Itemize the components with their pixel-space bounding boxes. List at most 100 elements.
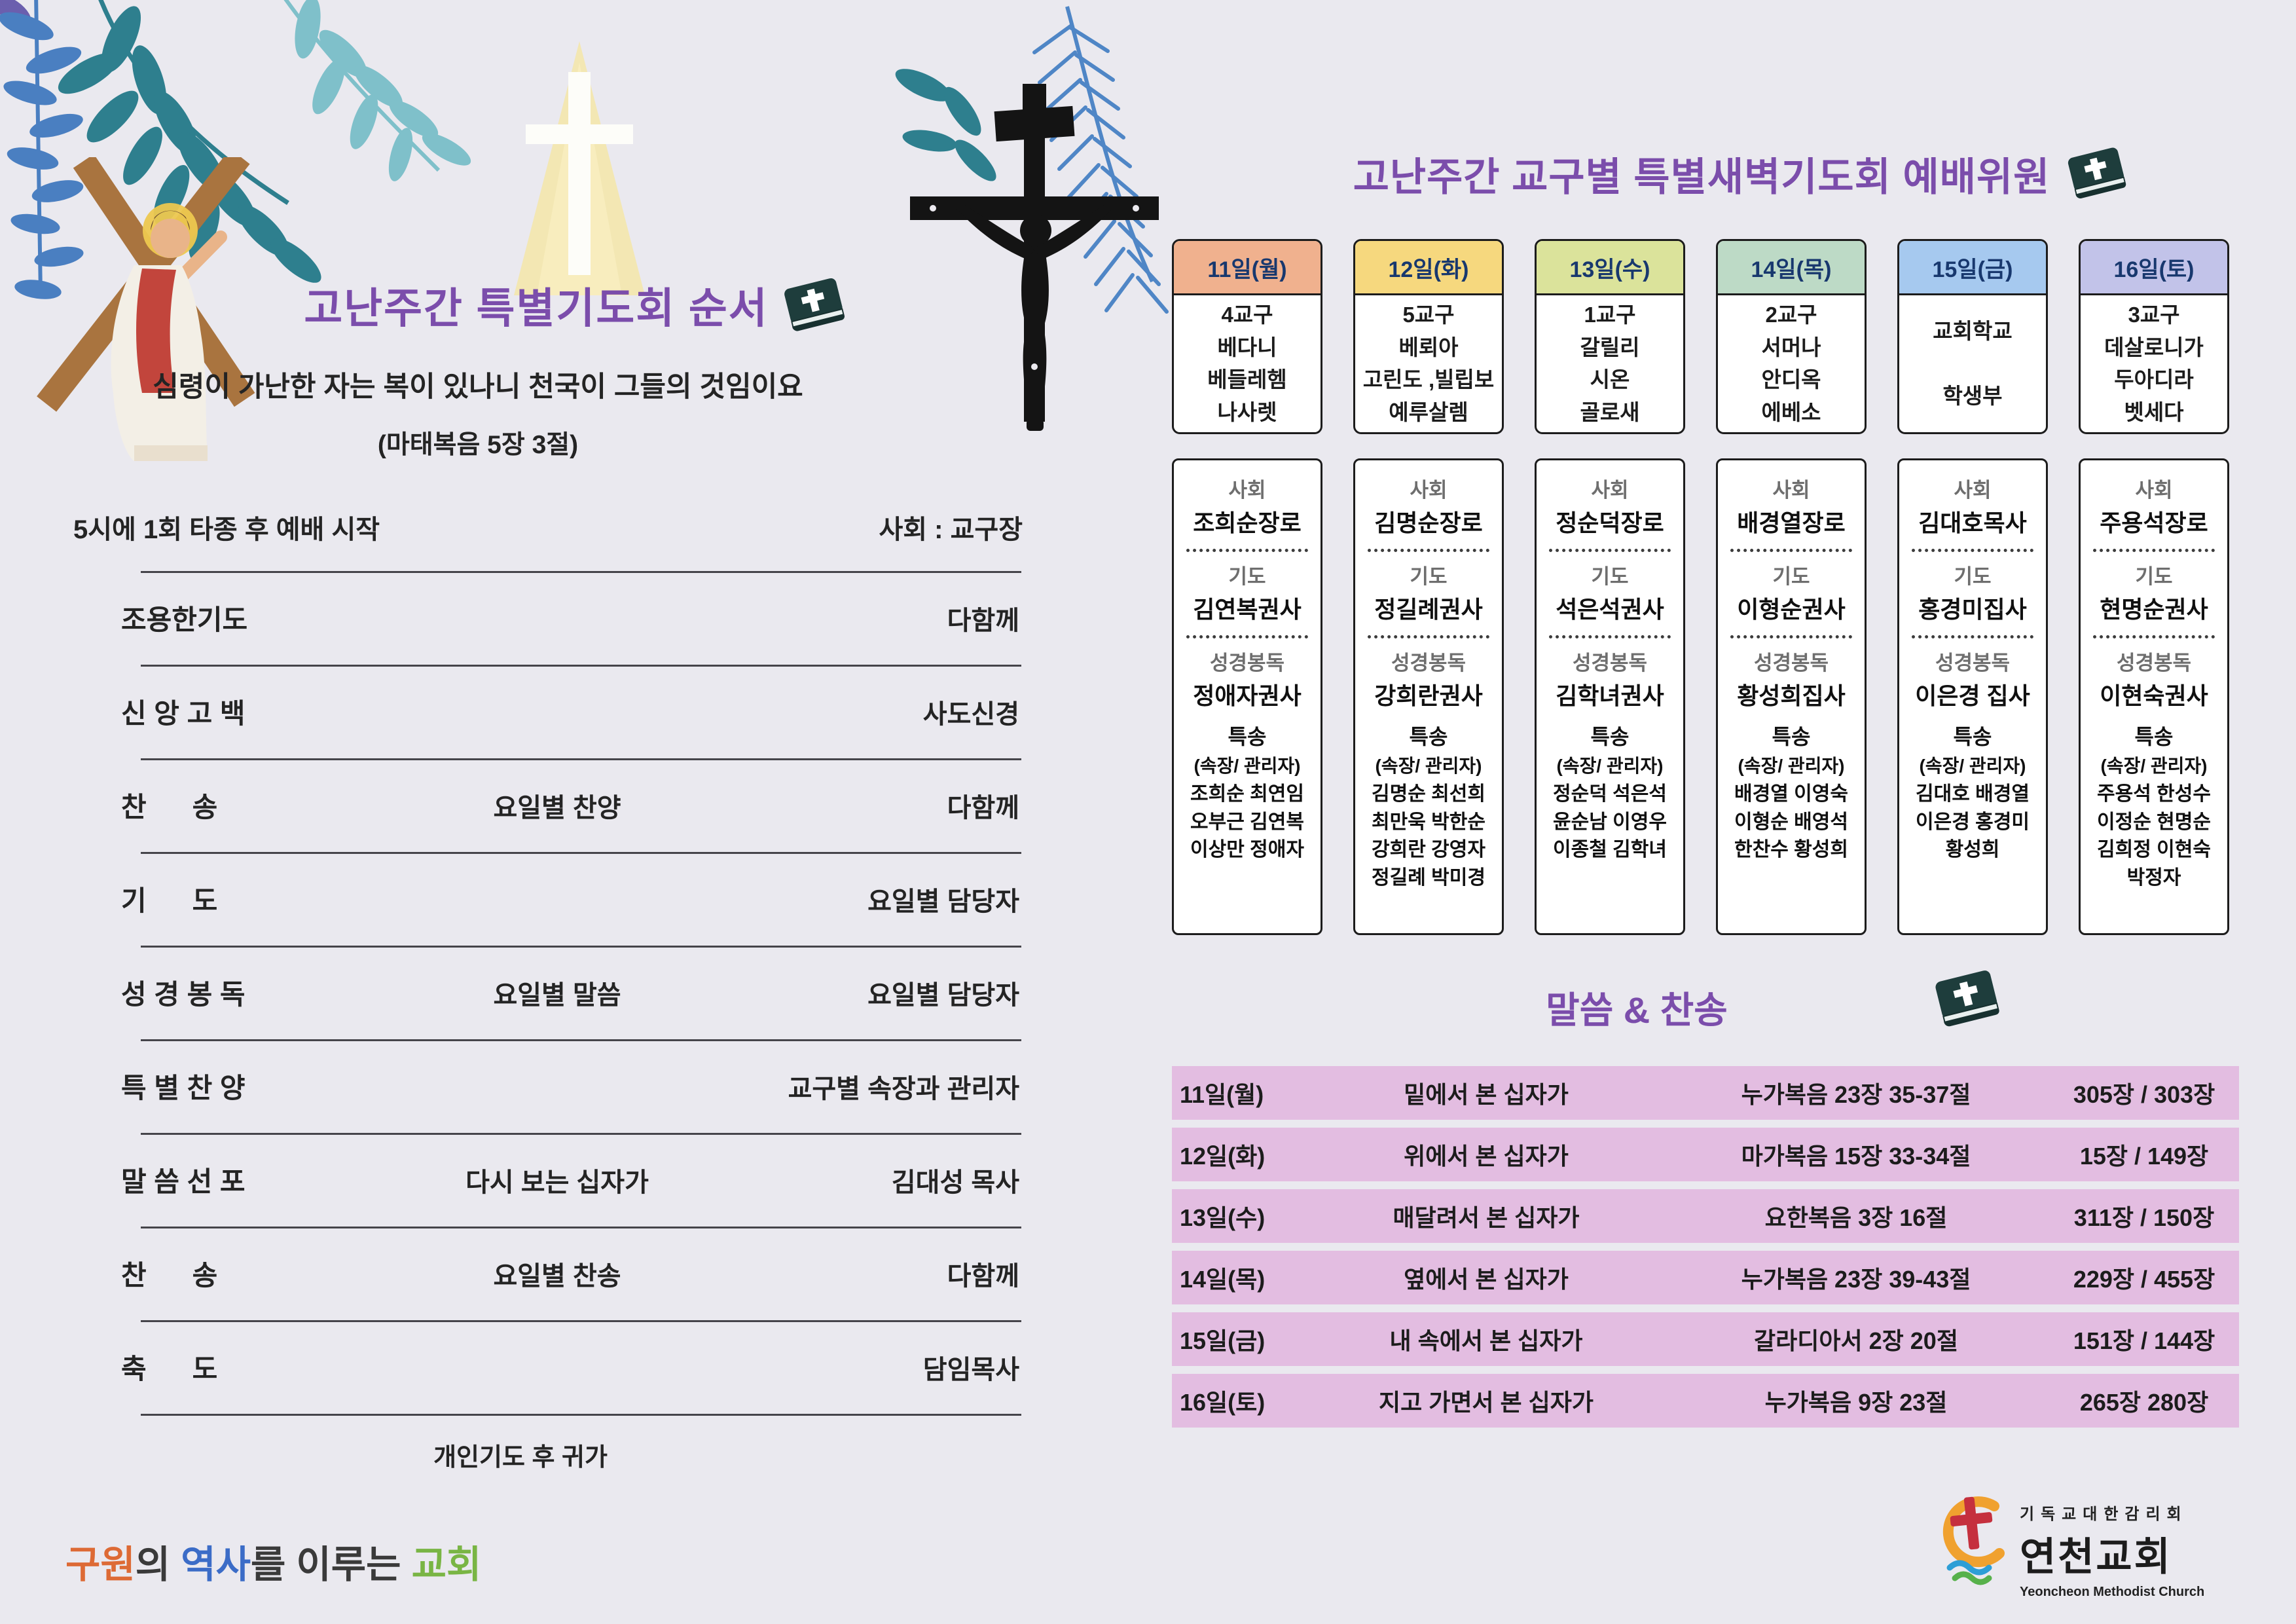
mc-name: 주용석장로 <box>2100 509 2208 536</box>
church-logo-icon <box>1942 1496 2005 1585</box>
special-names: 주용석 한성수 이정순 현명순 김희정 이현숙 박정자 <box>2097 783 2211 889</box>
prayer-label: 기도 <box>1772 565 1810 588</box>
bell-instruction: 5시에 1회 타종 후 예배 시작 <box>73 515 380 544</box>
bible-book-icon <box>1935 970 1999 1027</box>
hymn-numbers: 229장 / 455장 <box>2073 1266 2215 1293</box>
day-header-mon: 11일(월) 4교구 베다니 베들레헴 나사렛 <box>1172 239 1322 434</box>
scripture-ref: 갈라디아서 2장 20절 <box>1754 1327 1958 1354</box>
divider <box>2093 635 2215 638</box>
divider <box>141 758 1021 760</box>
left-page-intro-row: 5시에 1회 타종 후 예배 시작 사회 : 교구장 <box>73 508 1023 546</box>
hymn-day: 15일(금) <box>1180 1327 1266 1354</box>
divider <box>141 571 1021 573</box>
order-item: 신 앙 고 백 <box>121 698 246 729</box>
mc-label: 사회 <box>1228 479 1266 502</box>
prayer-label: 기도 <box>1228 565 1266 588</box>
divider <box>141 1320 1021 1322</box>
prayer-name: 김연복권사 <box>1193 596 1302 623</box>
hymn-row: 16일(토) 지고 가면서 본 십자가 누가복음 9장 23절 265장 280… <box>1172 1374 2239 1428</box>
hymn-day: 14일(목) <box>1180 1266 1266 1293</box>
order-row: 기 도 요일별 담당자 <box>121 854 1019 944</box>
slogan-part: 를 이루는 <box>250 1543 412 1586</box>
reading-name: 김학녀권사 <box>1556 682 1664 709</box>
hymn-day: 13일(수) <box>1180 1204 1266 1231</box>
hymn-row: 12일(화) 위에서 본 십자가 마가복음 15장 33-34절 15장 / 1… <box>1172 1128 2239 1181</box>
church-logo-text: 기독교대한감리회 연천교회 Yeoncheon Methodist Church <box>2020 1501 2255 1600</box>
mc-label: 사회 <box>1772 479 1810 502</box>
special-label: 특송 <box>1590 725 1630 748</box>
reading-name: 정애자권사 <box>1193 682 1302 709</box>
prayer-label: 기도 <box>1954 565 1992 588</box>
cross-glow-icon <box>514 41 645 295</box>
special-sub-label: (속장/ 관리자) <box>1556 756 1664 776</box>
denomination-name: 기독교대한감리회 <box>2020 1505 2188 1523</box>
order-item: 성 경 봉 독 <box>121 979 246 1010</box>
bible-book-icon <box>784 278 845 331</box>
day-header-wed: 13일(수) 1교구 갈릴리 시온 골로새 <box>1535 239 1685 434</box>
prayer-label: 기도 <box>1410 565 1448 588</box>
special-sub-label: (속장/ 관리자) <box>1375 756 1482 776</box>
reading-name: 황성희집사 <box>1737 682 1846 709</box>
church-name: 연천교회 <box>2020 1535 2172 1579</box>
left-page-title: 고난주간 특별기도회 순서 <box>304 285 769 332</box>
order-detail: 다시 보는 십자가 <box>465 1168 649 1197</box>
order-item: 말 씀 선 포 <box>121 1166 246 1197</box>
prayer-name: 석은석권사 <box>1556 596 1664 623</box>
order-assignee: 다함께 <box>947 793 1019 822</box>
sermon-title: 위에서 본 십자가 <box>1404 1143 1569 1170</box>
divider <box>141 1414 1021 1416</box>
right-page-title: 고난주간 교구별 특별새벽기도회 예배위원 <box>1353 155 2050 199</box>
divider <box>1368 549 1489 552</box>
special-names: 김명순 최선희 최만욱 박한순 강희란 강영자 정길례 박미경 <box>1372 783 1485 889</box>
mc-name: 김대호목사 <box>1918 509 2027 536</box>
committee-card-wed: 사회 정순덕장로 기도 석은석권사 성경봉독 김학녀권사 특송 (속장/ 관리자… <box>1535 458 1685 935</box>
day-label: 12일(화) <box>1355 241 1502 295</box>
reading-label: 성경봉독 <box>1391 652 1467 674</box>
hymn-numbers: 265장 280장 <box>2079 1389 2209 1416</box>
scripture-ref: 누가복음 23장 35-37절 <box>1741 1081 1971 1108</box>
district-list: 교회학교 학생부 <box>1933 318 2013 408</box>
district-list: 2교구 서머나 안디옥 에베소 <box>1761 303 1821 424</box>
order-assignee: 다함께 <box>947 606 1019 635</box>
order-item: 찬 송 <box>121 1260 218 1291</box>
order-item: 찬 송 <box>121 792 218 822</box>
mc-label: 사회 <box>1591 479 1629 502</box>
right-page-title-row: 고난주간 교구별 특별새벽기도회 예배위원 <box>1198 138 2285 210</box>
divider <box>1186 635 1308 638</box>
divider <box>1368 635 1489 638</box>
hymn-numbers: 305장 / 303장 <box>2073 1081 2215 1108</box>
day-header-thu: 14일(목) 2교구 서머나 안디옥 에베소 <box>1716 239 1867 434</box>
mc-assignment: 사회 : 교구장 <box>879 515 1023 544</box>
special-sub-label: (속장/ 관리자) <box>1919 756 2026 776</box>
hymn-numbers: 311장 / 150장 <box>2073 1204 2215 1231</box>
hymn-row: 11일(월) 밑에서 본 십자가 누가복음 23장 35-37절 305장 / … <box>1172 1066 2239 1120</box>
divider <box>1730 635 1852 638</box>
mc-label: 사회 <box>1954 479 1992 502</box>
committee-card-fri: 사회 김대호목사 기도 홍경미집사 성경봉독 이은경 집사 특송 (속장/ 관리… <box>1897 458 2048 935</box>
prayer-name: 이형순권사 <box>1737 596 1846 623</box>
divider <box>1549 549 1671 552</box>
order-assignee: 사도신경 <box>922 699 1019 729</box>
sermon-title: 매달려서 본 십자가 <box>1393 1204 1580 1231</box>
hymn-day: 12일(화) <box>1180 1143 1266 1170</box>
church-name-english: Yeoncheon Methodist Church <box>2020 1585 2205 1599</box>
mc-name: 배경열장로 <box>1737 509 1846 536</box>
reading-name: 이현숙권사 <box>2100 682 2208 709</box>
reading-label: 성경봉독 <box>1572 652 1648 674</box>
prayer-label: 기도 <box>1591 565 1629 588</box>
order-item: 조용한기도 <box>121 604 248 635</box>
order-row: 축 도 담임목사 <box>121 1322 1019 1412</box>
committee-card-mon: 사회 조희순장로 기도 김연복권사 성경봉독 정애자권사 특송 (속장/ 관리자… <box>1172 458 1322 935</box>
divider <box>141 1039 1021 1041</box>
order-assignee: 다함께 <box>947 1261 1019 1291</box>
day-label: 14일(목) <box>1718 241 1865 295</box>
divider <box>1186 549 1308 552</box>
prayer-label: 기도 <box>2135 565 2173 588</box>
prayer-name: 정길례권사 <box>1374 596 1483 623</box>
prayer-name: 현명순권사 <box>2100 596 2208 623</box>
mc-label: 사회 <box>2135 479 2173 502</box>
mc-name: 정순덕장로 <box>1556 509 1664 536</box>
scripture-ref: 누가복음 23장 39-43절 <box>1741 1266 1971 1293</box>
day-label: 15일(금) <box>1899 241 2046 295</box>
